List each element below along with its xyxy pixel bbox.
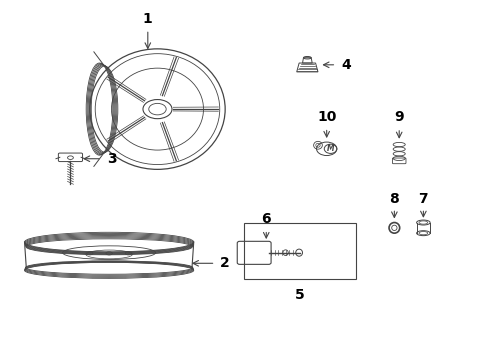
Text: 6: 6 bbox=[261, 212, 270, 226]
Text: 7: 7 bbox=[418, 192, 427, 206]
Text: 2: 2 bbox=[220, 256, 230, 270]
Text: 5: 5 bbox=[295, 288, 305, 302]
Text: 9: 9 bbox=[394, 111, 403, 124]
Bar bbox=[244, 222, 355, 279]
Text: 3: 3 bbox=[106, 152, 116, 166]
Text: 8: 8 bbox=[389, 192, 398, 206]
Text: 4: 4 bbox=[341, 58, 350, 72]
Text: M: M bbox=[326, 144, 334, 153]
Text: 10: 10 bbox=[316, 110, 336, 124]
Text: 1: 1 bbox=[142, 12, 152, 26]
